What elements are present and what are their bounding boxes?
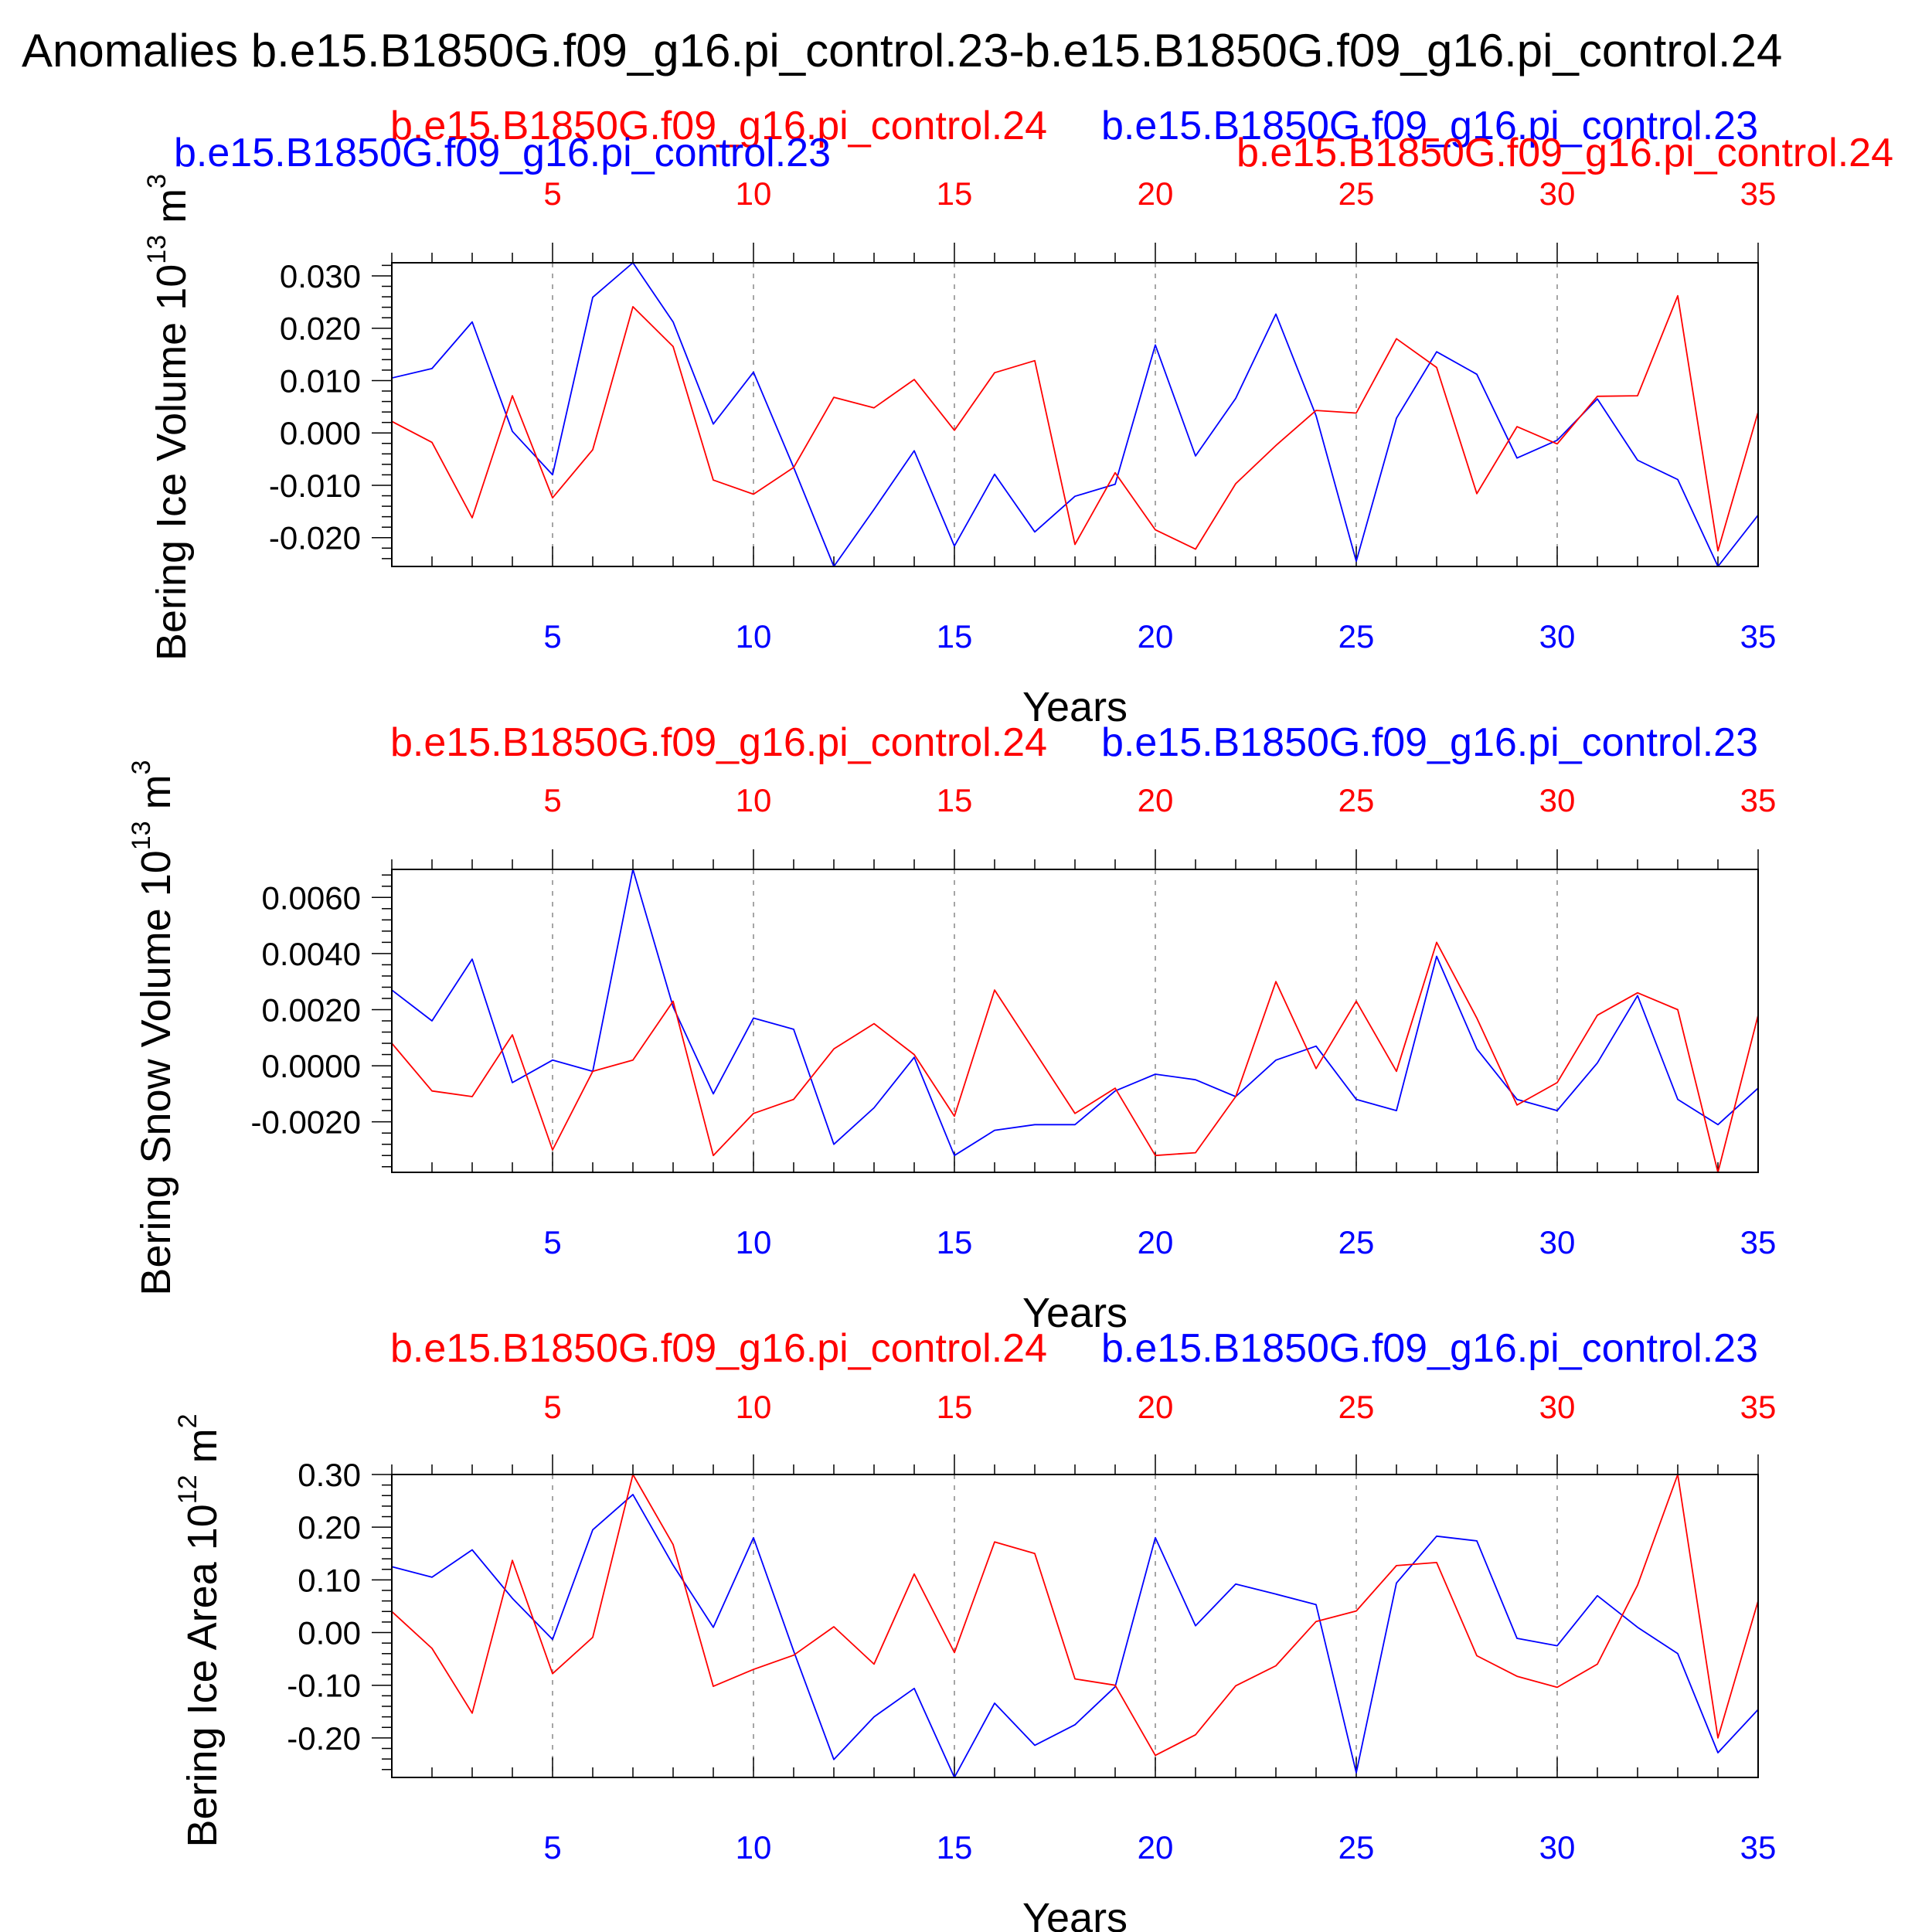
y-tick-label: 0.00 (298, 1615, 361, 1651)
y-tick-label: 0.10 (298, 1562, 361, 1598)
panel-ice-area: -0.20 -0.10 0.00 0.10 0.20 0.30 5 5 10 10 15 15 20 20… (173, 1326, 1776, 1932)
x-tick-label-top: 25 (1338, 782, 1375, 818)
x-tick-label-top: 5 (543, 1389, 561, 1425)
case-label-red-left: b.e15.B1850G.f09_g16.pi_control.24 (390, 104, 1047, 148)
series-line-control-23 (391, 262, 1759, 567)
x-tick-label-top: 35 (1740, 782, 1777, 818)
case-label-blue-right: b.e15.B1850G.f09_g16.pi_control.23 (1101, 1326, 1758, 1371)
y-axis-title: Bering Snow Volume 1013 m3 (127, 760, 179, 1295)
y-tick-label: -0.020 (269, 520, 361, 556)
x-tick-label-bottom: 25 (1338, 618, 1375, 655)
x-tick-label-top: 15 (937, 175, 973, 212)
case-label-blue-left: b.e15.B1850G.f09_g16.pi_control.23 (174, 131, 831, 175)
x-tick-label-bottom: 30 (1539, 1829, 1576, 1866)
x-axis-title: Years (1022, 1290, 1128, 1336)
x-tick-label-top: 15 (937, 782, 973, 818)
x-tick-label-bottom: 25 (1338, 1829, 1375, 1866)
x-tick-label-bottom: 5 (543, 618, 561, 655)
x-tick-label-bottom: 15 (937, 1829, 973, 1866)
x-tick-label-top: 5 (543, 175, 561, 212)
y-tick-label: 0.000 (280, 415, 361, 451)
case-label-red-left: b.e15.B1850G.f09_g16.pi_control.24 (390, 1326, 1047, 1371)
x-tick-label-top: 30 (1539, 1389, 1576, 1425)
x-tick-label-bottom: 35 (1740, 618, 1777, 655)
y-tick-label: 0.0000 (262, 1048, 361, 1084)
x-tick-label-top: 10 (736, 782, 772, 818)
x-tick-label-bottom: 10 (736, 1829, 772, 1866)
y-tick-label: -0.10 (287, 1668, 361, 1704)
y-tick-label: 0.0020 (262, 992, 361, 1028)
y-tick-label: 0.020 (280, 311, 361, 347)
x-tick-label-bottom: 5 (543, 1224, 561, 1260)
x-tick-label-bottom: 30 (1539, 618, 1576, 655)
figure-title: Anomalies b.e15.B1850G.f09_g16.pi_contro… (22, 25, 1782, 77)
case-label-red-left: b.e15.B1850G.f09_g16.pi_control.24 (390, 720, 1047, 765)
y-tick-label: -0.20 (287, 1720, 361, 1757)
plot-frame (391, 262, 1759, 567)
x-tick-label-top: 15 (937, 1389, 973, 1425)
y-tick-label: -0.0020 (251, 1104, 361, 1141)
x-tick-label-bottom: 20 (1138, 1224, 1174, 1260)
x-tick-label-bottom: 15 (937, 618, 973, 655)
x-tick-label-bottom: 20 (1138, 1829, 1174, 1866)
y-tick-label: 0.030 (280, 258, 361, 294)
y-tick-label: 0.010 (280, 362, 361, 399)
series-line-control-23 (391, 869, 1759, 1157)
x-tick-label-bottom: 25 (1338, 1224, 1375, 1260)
x-tick-label-top: 10 (736, 1389, 772, 1425)
x-tick-label-bottom: 15 (937, 1224, 973, 1260)
panels: -0.020 -0.010 0.000 0.010 0.020 0.030 5 5 10 10 15… (127, 104, 1893, 1932)
x-tick-label-top: 10 (736, 175, 772, 212)
x-tick-label-bottom: 35 (1740, 1829, 1777, 1866)
x-tick-label-bottom: 10 (736, 618, 772, 655)
plot-frame (391, 869, 1759, 1173)
x-tick-label-top: 30 (1539, 175, 1576, 212)
y-tick-label: 0.0060 (262, 879, 361, 916)
y-tick-label: 0.20 (298, 1509, 361, 1546)
x-tick-label-top: 20 (1138, 175, 1174, 212)
x-tick-label-bottom: 10 (736, 1224, 772, 1260)
x-tick-label-top: 25 (1338, 175, 1375, 212)
x-axis-title: Years (1022, 1895, 1128, 1932)
x-tick-label-bottom: 35 (1740, 1224, 1777, 1260)
x-tick-label-top: 20 (1138, 1389, 1174, 1425)
x-tick-label-bottom: 30 (1539, 1224, 1576, 1260)
x-tick-label-bottom: 5 (543, 1829, 561, 1866)
y-tick-label: 0.0040 (262, 936, 361, 972)
series-line-control-24 (391, 941, 1759, 1173)
case-label-blue-right: b.e15.B1850G.f09_g16.pi_control.23 (1101, 720, 1758, 765)
y-axis-title: Bering Ice Area 1012 m2 (173, 1413, 226, 1847)
x-axis-title: Years (1022, 684, 1128, 730)
x-tick-label-top: 35 (1740, 175, 1777, 212)
x-tick-label-top: 30 (1539, 782, 1576, 818)
series-line-control-24 (391, 294, 1759, 552)
x-tick-label-top: 5 (543, 782, 561, 818)
x-tick-label-top: 35 (1740, 1389, 1777, 1425)
case-label-blue-right: b.e15.B1850G.f09_g16.pi_control.23 (1101, 104, 1758, 148)
x-tick-label-bottom: 20 (1138, 618, 1174, 655)
panel-ice-volume: -0.020 -0.010 0.000 0.010 0.020 0.030 5 5 10 10 15… (142, 104, 1893, 730)
series-line-control-23 (391, 1494, 1759, 1778)
x-tick-label-top: 25 (1338, 1389, 1375, 1425)
y-axis-title: Bering Ice Volume 1013 m3 (142, 174, 195, 661)
y-tick-label: 0.30 (298, 1457, 361, 1493)
plot-frame (391, 1474, 1759, 1778)
y-tick-label: -0.010 (269, 468, 361, 504)
x-tick-label-top: 20 (1138, 782, 1174, 818)
panel-snow-volume: -0.0020 0.0000 0.0020 0.0040 0.0060 5 5 10 10 15 1… (127, 720, 1776, 1336)
series-line-control-24 (391, 1474, 1759, 1757)
case-label-red-right: b.e15.B1850G.f09_g16.pi_control.24 (1236, 131, 1893, 175)
